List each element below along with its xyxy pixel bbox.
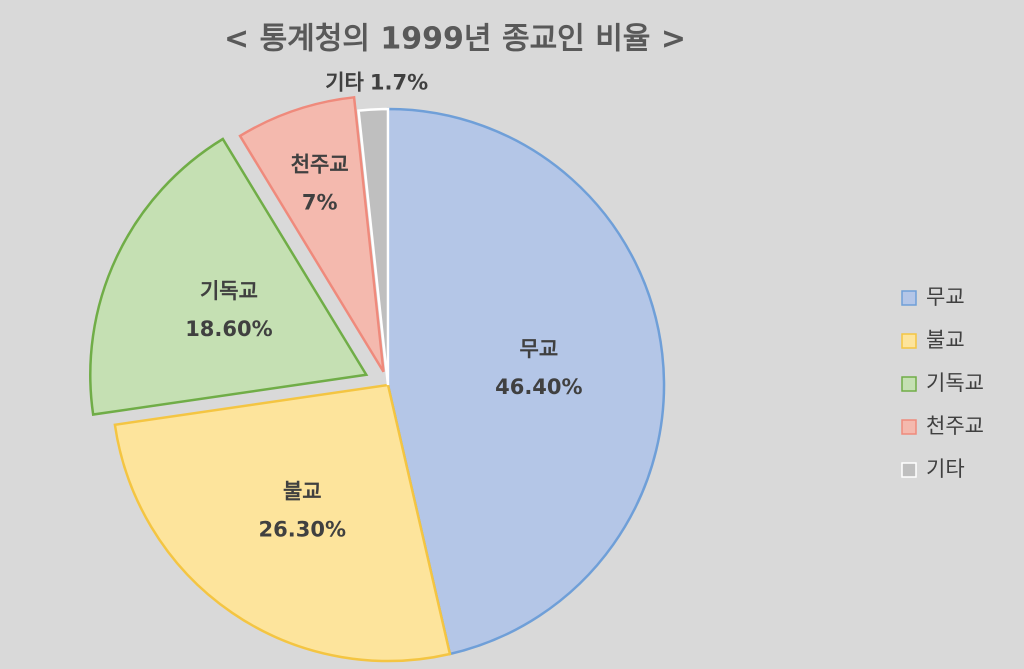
legend-swatch <box>901 376 917 392</box>
data-label-value: 26.30% <box>259 517 346 541</box>
chart-title: < 통계청의 1999년 종교인 비율 > <box>224 22 686 57</box>
pie-slice <box>386 107 666 656</box>
data-label-name: 기독교 <box>200 279 258 303</box>
data-label-value: 46.40% <box>495 375 582 399</box>
legend-label: 기독교 <box>926 371 984 395</box>
legend-label: 불교 <box>926 328 965 352</box>
data-label-name: 기타 <box>325 70 364 94</box>
data-label-value: 7% <box>302 191 338 215</box>
legend-swatch <box>901 290 917 306</box>
data-label-value: 1.7% <box>370 70 428 94</box>
data-label-value: 18.60% <box>185 317 272 341</box>
data-label-name: 무교 <box>520 337 559 361</box>
pie-slice <box>113 383 452 663</box>
legend-swatch <box>901 419 917 435</box>
legend-label: 기타 <box>926 457 965 481</box>
pie-slice <box>238 95 385 373</box>
legend-label: 무교 <box>926 285 965 309</box>
pie-slice <box>89 137 369 416</box>
pie-slice <box>357 107 390 386</box>
data-label-name: 불교 <box>283 479 322 503</box>
legend-swatch <box>901 333 917 349</box>
legend-swatch <box>901 462 917 478</box>
data-label-name: 천주교 <box>291 153 349 177</box>
legend-label: 천주교 <box>926 414 984 438</box>
